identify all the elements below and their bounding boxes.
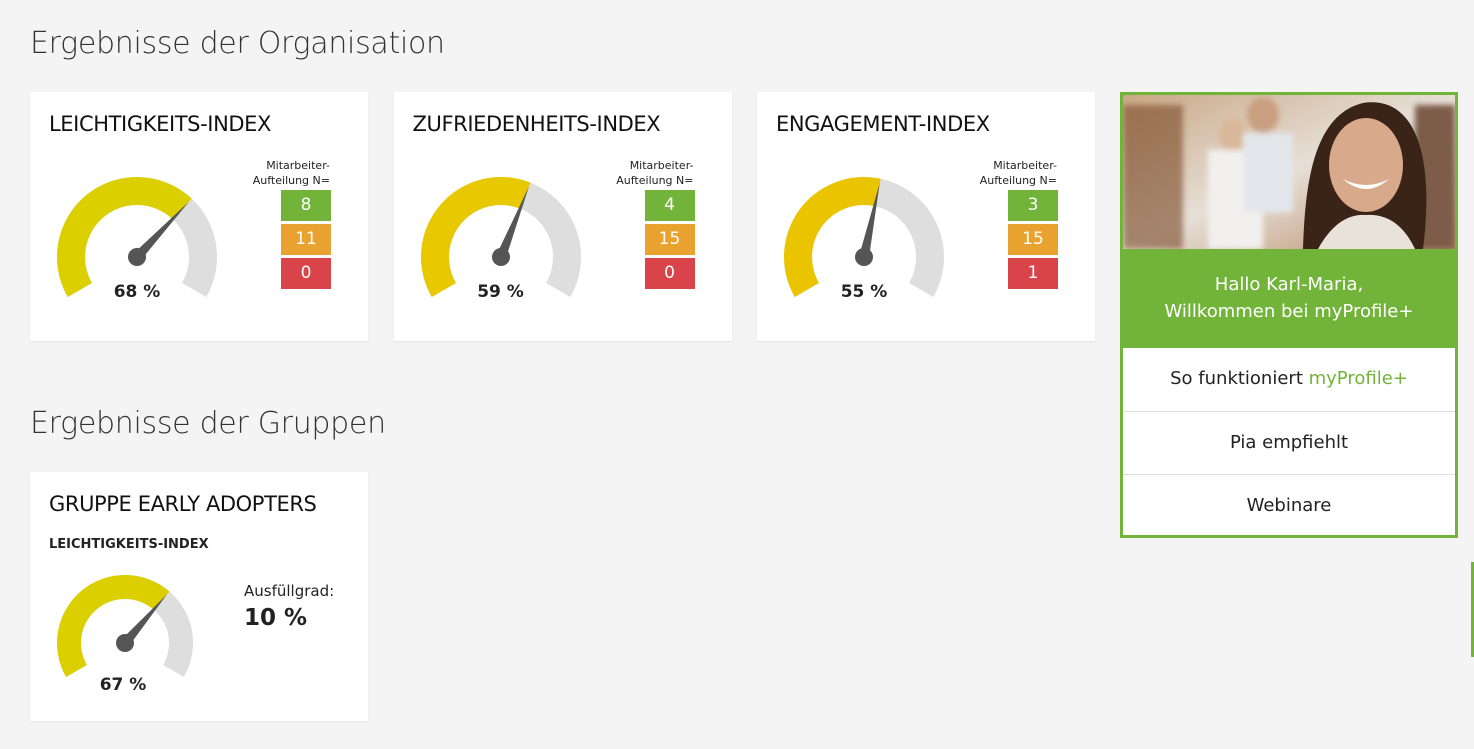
gauge-hub bbox=[855, 248, 873, 266]
card-title: GRUPPE EARLY ADOPTERS bbox=[49, 492, 317, 516]
panel-link[interactable]: Pia empfiehlt bbox=[1123, 411, 1455, 474]
gauge-label: 55 % bbox=[840, 282, 888, 302]
greeting-line: Hallo Karl-Maria, bbox=[1214, 274, 1364, 295]
index-card: LEICHTIGKEITS-INDEX 68 % Mitarbeiter- Aufte… bbox=[30, 92, 368, 341]
gauge-label: 68 % bbox=[113, 282, 161, 302]
welcome-panel: Hallo Karl-Maria, Willkommen bei myProfi… bbox=[1120, 92, 1458, 538]
gauge-hub bbox=[128, 248, 146, 266]
count-caption: Aufteilung N= bbox=[979, 174, 1057, 187]
count-box: 8 bbox=[281, 190, 331, 221]
gauge bbox=[57, 177, 217, 297]
gauge-fill bbox=[420, 177, 530, 297]
photo bbox=[1123, 95, 1455, 249]
fill-label: Ausfüllgrad: bbox=[244, 582, 335, 600]
count-box: 0 bbox=[281, 258, 331, 289]
section-title: Ergebnisse der Organisation bbox=[30, 26, 445, 61]
count-box: 4 bbox=[644, 190, 695, 221]
greeting: Hallo Karl-Maria, Willkommen bei myProfi… bbox=[1123, 249, 1455, 348]
gauge-label: 59 % bbox=[477, 282, 524, 302]
count-box: 11 bbox=[281, 224, 331, 255]
card-subtitle: LEICHTIGKEITS-INDEX bbox=[49, 537, 209, 552]
link-highlight[interactable]: myProfile+ bbox=[1308, 368, 1408, 389]
card-title: ENGAGEMENT-INDEX bbox=[776, 112, 990, 136]
fill-value: 10 % bbox=[244, 605, 308, 631]
gauge bbox=[784, 177, 944, 297]
card-title: ZUFRIEDENHEITS-INDEX bbox=[412, 112, 661, 136]
count-box: 15 bbox=[1008, 224, 1058, 255]
link-text[interactable]: So funktioniert bbox=[1170, 368, 1309, 389]
index-card: ZUFRIEDENHEITS-INDEX 59 % Mitarbeiter- Auft… bbox=[393, 92, 732, 341]
count-caption: Aufteilung N= bbox=[252, 174, 330, 187]
count-caption: Mitarbeiter- bbox=[993, 159, 1057, 172]
count-caption: Aufteilung N= bbox=[616, 174, 694, 187]
count-box: 3 bbox=[1008, 190, 1058, 221]
panel-link[interactable]: So funktioniert myProfile+ bbox=[1123, 348, 1455, 410]
gauge-fill bbox=[56, 575, 170, 677]
count-box: 1 bbox=[1008, 258, 1058, 289]
count-box: 0 bbox=[644, 258, 695, 289]
gauge-needle bbox=[133, 201, 190, 261]
greeting-line: Willkommen bei myProfile+ bbox=[1164, 301, 1414, 322]
gauge bbox=[420, 177, 581, 297]
count-caption: Mitarbeiter- bbox=[266, 159, 330, 172]
gauge-fill bbox=[57, 177, 192, 297]
scroll-indicator bbox=[1471, 562, 1474, 657]
gauge-needle bbox=[121, 594, 167, 647]
gauge-label: 67 % bbox=[99, 675, 147, 695]
panel-link[interactable]: Webinare bbox=[1123, 474, 1455, 537]
count-box: 15 bbox=[644, 224, 695, 255]
card-title: LEICHTIGKEITS-INDEX bbox=[49, 112, 272, 136]
gauge-fill bbox=[784, 177, 881, 297]
count-caption: Mitarbeiter- bbox=[629, 159, 694, 172]
gauge bbox=[56, 575, 193, 677]
index-card: ENGAGEMENT-INDEX 55 % Mitarbeiter- Aufteilu… bbox=[757, 92, 1095, 341]
gauge-needle bbox=[495, 186, 529, 259]
group-card: GRUPPE EARLY ADOPTERS LEICHTIGKEITS-INDEX… bbox=[30, 472, 368, 721]
gauge-hub bbox=[116, 634, 134, 652]
section-title: Ergebnisse der Gruppen bbox=[30, 406, 386, 441]
gauge-needle bbox=[859, 182, 880, 259]
gauge-hub bbox=[491, 248, 510, 266]
